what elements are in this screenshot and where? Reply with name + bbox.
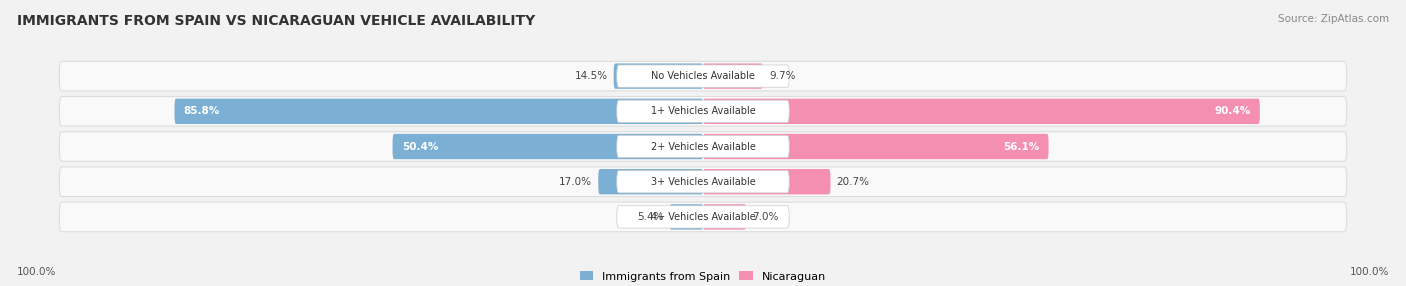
Text: 1+ Vehicles Available: 1+ Vehicles Available (651, 106, 755, 116)
FancyBboxPatch shape (59, 97, 1347, 126)
FancyBboxPatch shape (59, 167, 1347, 196)
FancyBboxPatch shape (617, 206, 789, 228)
Text: 50.4%: 50.4% (402, 142, 439, 152)
Text: 4+ Vehicles Available: 4+ Vehicles Available (651, 212, 755, 222)
FancyBboxPatch shape (392, 134, 703, 159)
Text: 100.0%: 100.0% (1350, 267, 1389, 277)
FancyBboxPatch shape (703, 63, 762, 89)
FancyBboxPatch shape (669, 204, 703, 230)
FancyBboxPatch shape (59, 202, 1347, 232)
FancyBboxPatch shape (617, 135, 789, 158)
FancyBboxPatch shape (599, 169, 703, 194)
Text: 17.0%: 17.0% (560, 177, 592, 187)
FancyBboxPatch shape (703, 99, 1260, 124)
FancyBboxPatch shape (59, 132, 1347, 161)
Text: 90.4%: 90.4% (1215, 106, 1250, 116)
Text: 20.7%: 20.7% (837, 177, 870, 187)
FancyBboxPatch shape (703, 134, 1049, 159)
Text: 56.1%: 56.1% (1002, 142, 1039, 152)
Text: 100.0%: 100.0% (17, 267, 56, 277)
FancyBboxPatch shape (613, 63, 703, 89)
FancyBboxPatch shape (703, 169, 831, 194)
Text: 2+ Vehicles Available: 2+ Vehicles Available (651, 142, 755, 152)
FancyBboxPatch shape (617, 100, 789, 122)
Text: No Vehicles Available: No Vehicles Available (651, 71, 755, 81)
Text: 85.8%: 85.8% (184, 106, 219, 116)
FancyBboxPatch shape (174, 99, 703, 124)
FancyBboxPatch shape (617, 170, 789, 193)
Text: 14.5%: 14.5% (575, 71, 607, 81)
Text: IMMIGRANTS FROM SPAIN VS NICARAGUAN VEHICLE AVAILABILITY: IMMIGRANTS FROM SPAIN VS NICARAGUAN VEHI… (17, 14, 536, 28)
FancyBboxPatch shape (59, 61, 1347, 91)
Legend: Immigrants from Spain, Nicaraguan: Immigrants from Spain, Nicaraguan (578, 269, 828, 284)
FancyBboxPatch shape (617, 65, 789, 87)
Text: 5.4%: 5.4% (637, 212, 664, 222)
Text: 3+ Vehicles Available: 3+ Vehicles Available (651, 177, 755, 187)
Text: 9.7%: 9.7% (769, 71, 796, 81)
Text: Source: ZipAtlas.com: Source: ZipAtlas.com (1278, 14, 1389, 24)
Text: 7.0%: 7.0% (752, 212, 779, 222)
FancyBboxPatch shape (703, 204, 747, 230)
